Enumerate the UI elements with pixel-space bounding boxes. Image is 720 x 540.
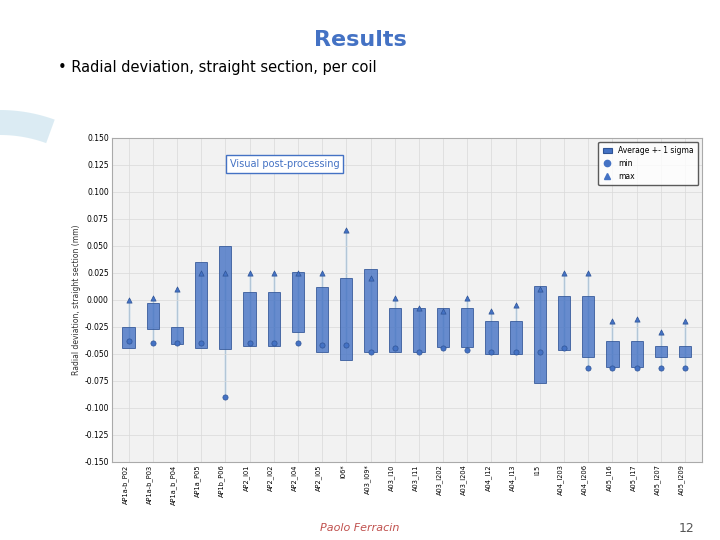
Point (607, 317, 618, 326)
Bar (147, 303, 159, 329)
Point (195, 339, 207, 347)
Point (558, 344, 570, 353)
Point (123, 336, 135, 345)
Point (389, 344, 400, 353)
Bar (220, 246, 231, 349)
Point (631, 363, 642, 372)
Point (171, 285, 183, 293)
Point (534, 347, 546, 356)
Polygon shape (0, 110, 55, 430)
Bar (389, 308, 401, 352)
Point (268, 339, 279, 347)
Point (316, 268, 328, 277)
Point (220, 268, 231, 277)
Bar (292, 272, 304, 332)
Bar (462, 308, 473, 347)
Bar (316, 287, 328, 352)
Point (462, 346, 473, 355)
Point (679, 363, 690, 372)
Text: 12: 12 (679, 522, 695, 535)
Bar (654, 346, 667, 357)
Point (655, 363, 667, 372)
Bar (534, 286, 546, 383)
Point (679, 317, 690, 326)
Bar (679, 346, 691, 357)
Bar (510, 321, 522, 354)
Text: Visual post-processing: Visual post-processing (230, 159, 339, 169)
Bar (582, 296, 594, 357)
Point (365, 347, 377, 356)
Bar (631, 341, 643, 367)
Point (292, 268, 304, 277)
Bar (364, 269, 377, 352)
Bar (171, 327, 183, 344)
Point (220, 393, 231, 401)
Text: • Radial deviation, straight section, per coil: • Radial deviation, straight section, pe… (58, 60, 377, 75)
Point (365, 274, 377, 282)
Point (437, 306, 449, 315)
Point (462, 293, 473, 302)
Point (244, 268, 256, 277)
Point (582, 363, 594, 372)
Point (341, 225, 352, 234)
Point (510, 301, 521, 309)
Y-axis label: Radial deviation, straight section (mm): Radial deviation, straight section (mm) (73, 225, 81, 375)
Bar (485, 321, 498, 354)
Point (510, 347, 521, 356)
Point (486, 347, 498, 356)
Bar (413, 308, 425, 352)
Point (413, 304, 425, 313)
Point (147, 293, 158, 302)
Text: Results: Results (314, 30, 406, 50)
Point (195, 268, 207, 277)
Point (558, 268, 570, 277)
Point (607, 363, 618, 372)
Bar (437, 308, 449, 347)
Point (268, 268, 279, 277)
Bar (606, 341, 618, 367)
Bar (341, 278, 352, 360)
Text: Paolo Ferracin: Paolo Ferracin (320, 523, 400, 533)
Point (244, 339, 256, 347)
Point (437, 344, 449, 353)
Bar (122, 327, 135, 348)
Point (534, 285, 546, 293)
Point (486, 306, 498, 315)
Bar (268, 292, 280, 346)
Legend: Average +- 1 sigma, min, max: Average +- 1 sigma, min, max (598, 141, 698, 185)
Point (631, 315, 642, 323)
Point (147, 339, 158, 347)
Point (123, 295, 135, 304)
Point (341, 341, 352, 349)
Bar (558, 296, 570, 350)
Bar (243, 292, 256, 346)
Point (171, 339, 183, 347)
Point (413, 347, 425, 356)
Point (316, 341, 328, 349)
Point (389, 293, 400, 302)
Bar (195, 262, 207, 348)
Point (582, 268, 594, 277)
Point (655, 328, 667, 336)
Point (292, 339, 304, 347)
